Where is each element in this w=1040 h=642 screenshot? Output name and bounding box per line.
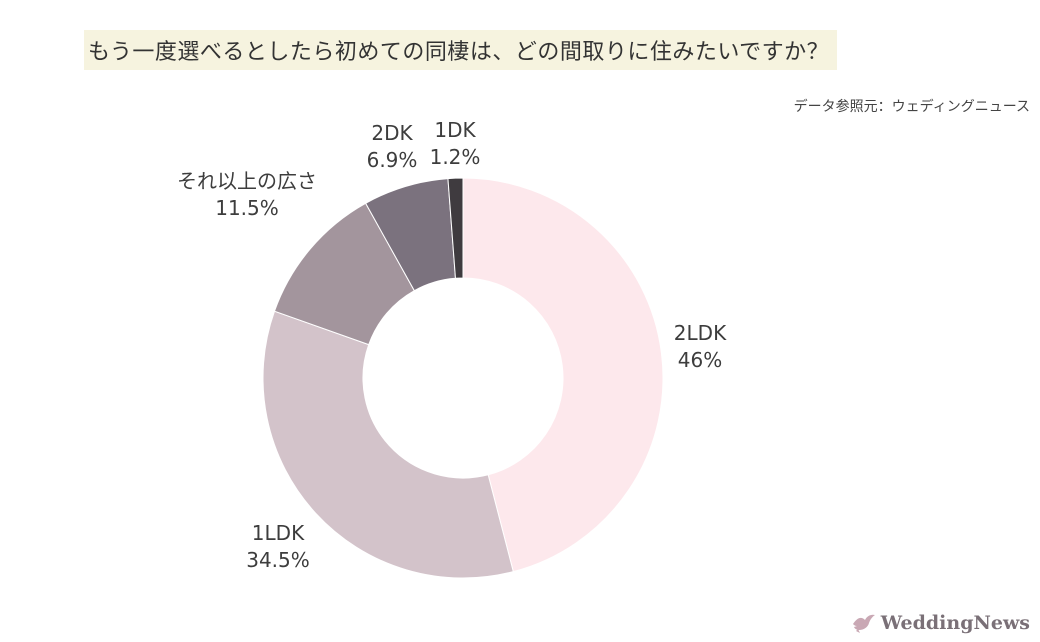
- slice-label: 2LDK: [674, 321, 727, 345]
- donut-slices: [262, 177, 664, 579]
- slice-1LDK: [262, 310, 514, 579]
- chart-title: もう一度選べるとしたら初めての同棲は、どの間取りに住みたいですか？: [84, 30, 838, 70]
- slice-label: それ以上の広さ: [177, 169, 317, 193]
- slice-value-label: 6.9%: [367, 148, 418, 172]
- slice-label: 2DK: [371, 121, 413, 145]
- slice-value-label: 11.5%: [215, 196, 279, 220]
- dove-icon: [851, 612, 877, 634]
- slice-value-label: 46%: [678, 348, 722, 372]
- brand-name: WeddingNews: [880, 612, 1030, 634]
- slice-value-label: 34.5%: [246, 548, 310, 572]
- slice-labels: 2LDK 46% 1LDK 34.5% それ以上の広さ 11.5% 2DK 6.9% 1DK 1.…: [177, 118, 727, 572]
- data-source-note: データ参照元：ウェディングニュース: [793, 99, 1030, 115]
- brand-logo: WeddingNews: [851, 612, 1030, 634]
- slice-1DK: [447, 177, 464, 279]
- slice-2LDK: [462, 177, 664, 573]
- slice-value-label: 1.2%: [430, 145, 481, 169]
- slice-label: 1LDK: [252, 521, 305, 545]
- slice-label: 1DK: [434, 118, 476, 142]
